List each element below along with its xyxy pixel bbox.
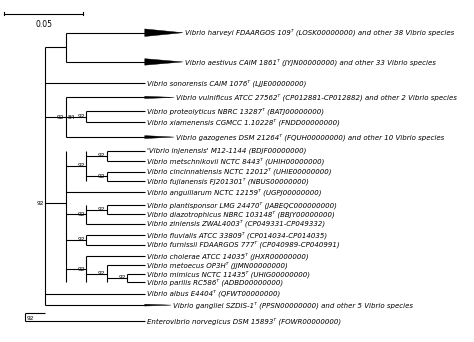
Text: 92: 92 [98, 271, 105, 276]
Polygon shape [145, 136, 174, 139]
Text: Vibrio metoecus OP3Hᵀ (JJMN00000000): Vibrio metoecus OP3Hᵀ (JJMN00000000) [147, 262, 288, 269]
Text: 84: 84 [68, 115, 75, 120]
Polygon shape [145, 96, 174, 98]
Text: 92: 92 [118, 276, 126, 280]
Text: Vibrio cincinnatiensis NCTC 12012ᵀ (UHIE00000000): Vibrio cincinnatiensis NCTC 12012ᵀ (UHIE… [147, 168, 332, 175]
Text: Vibrio fujianensis FJ201301ᵀ (NBUS00000000): Vibrio fujianensis FJ201301ᵀ (NBUS000000… [147, 177, 309, 185]
Text: Vibrio anguillarum NCTC 12159ᵀ (UGPJ00000000): Vibrio anguillarum NCTC 12159ᵀ (UGPJ0000… [147, 189, 321, 196]
Text: Vibrio plantisponsor LMG 24470ᵀ (JABEQC000000000): Vibrio plantisponsor LMG 24470ᵀ (JABEQC0… [147, 201, 337, 209]
Text: Vibrio sonorensis CAIM 1076ᵀ (LJJE00000000): Vibrio sonorensis CAIM 1076ᵀ (LJJE000000… [147, 79, 307, 87]
Text: 0.05: 0.05 [35, 20, 52, 29]
Text: Vibrio gazogenes DSM 21264ᵀ (FQUH00000000) and other 10 Vibrio species: Vibrio gazogenes DSM 21264ᵀ (FQUH0000000… [176, 133, 445, 141]
Text: Enterovibrio norvegicus DSM 15893ᵀ (FOWR00000000): Enterovibrio norvegicus DSM 15893ᵀ (FOWR… [147, 317, 341, 325]
Text: Vibrio mimicus NCTC 11435ᵀ (UHIG00000000): Vibrio mimicus NCTC 11435ᵀ (UHIG00000000… [147, 270, 310, 278]
Text: 92: 92 [57, 115, 64, 120]
Text: 92: 92 [98, 207, 105, 212]
Text: Vibrio metschnikovii NCTC 8443ᵀ (UHIH00000000): Vibrio metschnikovii NCTC 8443ᵀ (UHIH000… [147, 157, 325, 165]
Text: Vibrio proteolyticus NBRC 13287ᵀ (BATJ00000000): Vibrio proteolyticus NBRC 13287ᵀ (BATJ00… [147, 107, 324, 115]
Text: 92: 92 [77, 212, 85, 217]
Text: 92: 92 [77, 237, 85, 242]
Text: 92: 92 [26, 316, 34, 321]
Polygon shape [145, 29, 183, 37]
Text: 92: 92 [77, 267, 85, 272]
Text: Vibrio aestivus CAIM 1861ᵀ (JYJN00000000) and other 33 Vibrio species: Vibrio aestivus CAIM 1861ᵀ (JYJN00000000… [185, 58, 436, 66]
Text: 92: 92 [36, 201, 44, 206]
Text: Vibrio furnissii FDAARGOS 777ᵀ (CP040989-CP040991): Vibrio furnissii FDAARGOS 777ᵀ (CP040989… [147, 241, 340, 248]
Text: Vibrio cholerae ATCC 14035ᵀ (JHXR00000000): Vibrio cholerae ATCC 14035ᵀ (JHXR0000000… [147, 252, 309, 260]
Text: 'Vibrio injenensis' M12-1144 (BDJF00000000): 'Vibrio injenensis' M12-1144 (BDJF000000… [147, 147, 307, 154]
Polygon shape [145, 304, 171, 306]
Text: Vibrio vulnificus ATCC 27562ᵀ (CP012881-CP012882) and other 2 Vibrio species: Vibrio vulnificus ATCC 27562ᵀ (CP012881-… [176, 94, 457, 101]
Text: Vibrio fluvialis ATCC 33809ᵀ (CP014034-CP014035): Vibrio fluvialis ATCC 33809ᵀ (CP014034-C… [147, 232, 327, 239]
Text: Vibrio ziniensis ZWAL4003ᵀ (CP049331-CP049332): Vibrio ziniensis ZWAL4003ᵀ (CP049331-CP0… [147, 220, 325, 227]
Text: Vibrio xiamenensis CGMCC 1.10228ᵀ (FNDD00000000): Vibrio xiamenensis CGMCC 1.10228ᵀ (FNDD0… [147, 119, 340, 126]
Text: Vibrio parilis RC586ᵀ (ADBD00000000): Vibrio parilis RC586ᵀ (ADBD00000000) [147, 278, 283, 286]
Text: Vibrio albus E4404ᵀ (QFWT00000000): Vibrio albus E4404ᵀ (QFWT00000000) [147, 290, 280, 298]
Text: 92: 92 [98, 174, 105, 179]
Text: 92: 92 [77, 114, 85, 119]
Text: Vibrio gangliei SZDIS-1ᵀ (PPSN00000000) and other 5 Vibrio species: Vibrio gangliei SZDIS-1ᵀ (PPSN00000000) … [173, 301, 413, 309]
Text: Vibrio diazotrophicus NBRC 103148ᵀ (BBJY00000000): Vibrio diazotrophicus NBRC 103148ᵀ (BBJY… [147, 211, 335, 218]
Polygon shape [145, 59, 183, 65]
Text: Vibrio harveyi FDAARGOS 109ᵀ (LOSK00000000) and other 38 Vibrio species: Vibrio harveyi FDAARGOS 109ᵀ (LOSK000000… [185, 29, 455, 37]
Text: 92: 92 [98, 153, 105, 158]
Text: 92: 92 [77, 163, 85, 168]
